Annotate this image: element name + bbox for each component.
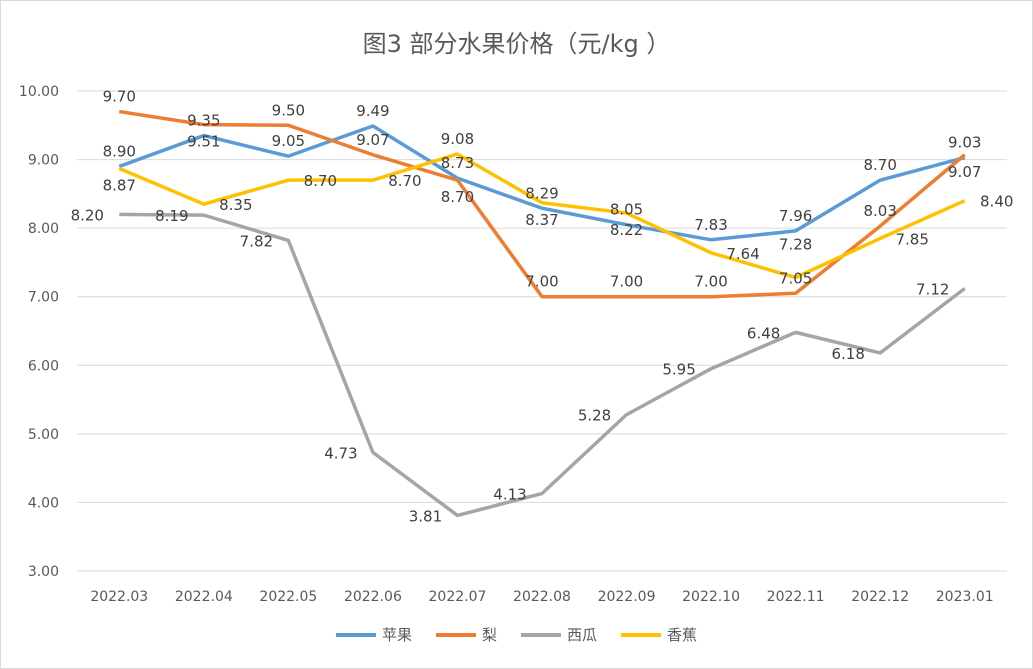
data-label: 7.82 [240, 232, 273, 250]
data-label: 4.13 [493, 486, 526, 504]
x-tick-label: 2022.04 [175, 589, 233, 605]
series-line-香蕉 [118, 152, 966, 280]
legend-label: 香蕉 [667, 626, 698, 644]
y-tick-label: 5.00 [28, 427, 59, 443]
y-tick-label: 4.00 [28, 495, 59, 511]
data-label: 7.12 [916, 280, 949, 298]
y-tick-label: 3.00 [28, 564, 59, 580]
legend-item: 梨 [435, 624, 497, 645]
data-label: 9.49 [356, 102, 389, 120]
chart-title: 图3 部分水果价格（元/kg ） [362, 30, 671, 58]
data-label: 8.20 [71, 206, 104, 224]
x-tick-label: 2022.06 [344, 589, 402, 605]
data-label: 7.00 [525, 273, 558, 291]
data-label: 8.29 [525, 184, 558, 202]
x-tick-label: 2022.09 [598, 589, 656, 605]
legend-label: 西瓜 [567, 626, 598, 644]
data-label: 8.70 [441, 188, 474, 206]
y-tick-label: 7.00 [28, 290, 59, 306]
legend-item: 香蕉 [621, 624, 697, 645]
data-label: 8.73 [441, 154, 474, 172]
data-label: 8.70 [863, 156, 896, 174]
x-tick-label: 2023.01 [936, 589, 994, 605]
series-line-苹果 [118, 124, 966, 242]
legend-label: 苹果 [381, 626, 412, 644]
series-line-西瓜 [119, 212, 966, 518]
data-label: 8.70 [388, 172, 421, 190]
series-line-梨 [119, 109, 966, 299]
data-label: 9.05 [272, 132, 305, 150]
data-label: 9.03 [948, 134, 981, 152]
y-tick-label: 6.00 [28, 358, 59, 374]
data-label: 3.81 [409, 507, 442, 525]
data-label: 7.83 [694, 216, 727, 234]
x-tick-label: 2022.05 [259, 589, 317, 605]
legend-swatch [621, 632, 662, 637]
data-label: 9.51 [187, 133, 220, 151]
data-label: 8.35 [219, 196, 252, 214]
data-label: 7.28 [779, 236, 812, 254]
y-tick-label: 8.00 [28, 221, 59, 237]
data-label: 9.50 [272, 101, 305, 119]
data-label: 7.00 [610, 273, 643, 291]
data-label: 7.05 [779, 269, 812, 287]
data-label: 8.40 [980, 193, 1013, 211]
data-label: 9.08 [441, 130, 474, 148]
legend-item: 苹果 [335, 624, 412, 645]
x-tick-label: 2022.08 [513, 589, 571, 605]
data-label: 8.19 [155, 207, 188, 225]
data-label: 7.85 [895, 230, 928, 248]
x-tick-label: 2022.12 [851, 589, 909, 605]
x-tick-label: 2022.10 [682, 589, 740, 605]
legend-swatch [335, 632, 376, 637]
data-label: 7.64 [726, 245, 759, 263]
x-tick-label: 2022.07 [429, 589, 487, 605]
y-tick-label: 10.00 [19, 84, 59, 100]
data-label: 6.18 [831, 345, 864, 363]
data-label: 8.90 [103, 142, 136, 160]
data-label: 8.03 [863, 202, 896, 220]
legend-swatch [521, 632, 561, 637]
data-label: 9.70 [103, 88, 136, 106]
data-label: 7.00 [694, 273, 727, 291]
data-label: 8.05 [610, 201, 643, 219]
data-label: 9.07 [948, 163, 981, 181]
x-tick-label: 2022.03 [90, 589, 148, 605]
legend-item: 西瓜 [521, 624, 597, 645]
data-label: 8.70 [304, 172, 337, 190]
data-label: 8.87 [103, 176, 136, 194]
data-label: 7.96 [779, 207, 812, 225]
data-label: 8.37 [525, 211, 558, 229]
legend-swatch [435, 632, 476, 637]
data-label: 8.22 [610, 221, 643, 239]
y-tick-label: 9.00 [28, 153, 59, 169]
data-label: 5.95 [662, 361, 695, 379]
data-label: 6.48 [747, 324, 780, 342]
legend: 苹果 梨 西瓜 香蕉 [0, 624, 1033, 645]
data-label: 5.28 [578, 407, 611, 425]
data-label: 4.73 [324, 444, 357, 462]
x-tick-label: 2022.11 [767, 589, 825, 605]
legend-label: 梨 [481, 626, 497, 644]
data-label: 9.35 [187, 112, 220, 130]
data-label: 9.07 [356, 131, 389, 149]
